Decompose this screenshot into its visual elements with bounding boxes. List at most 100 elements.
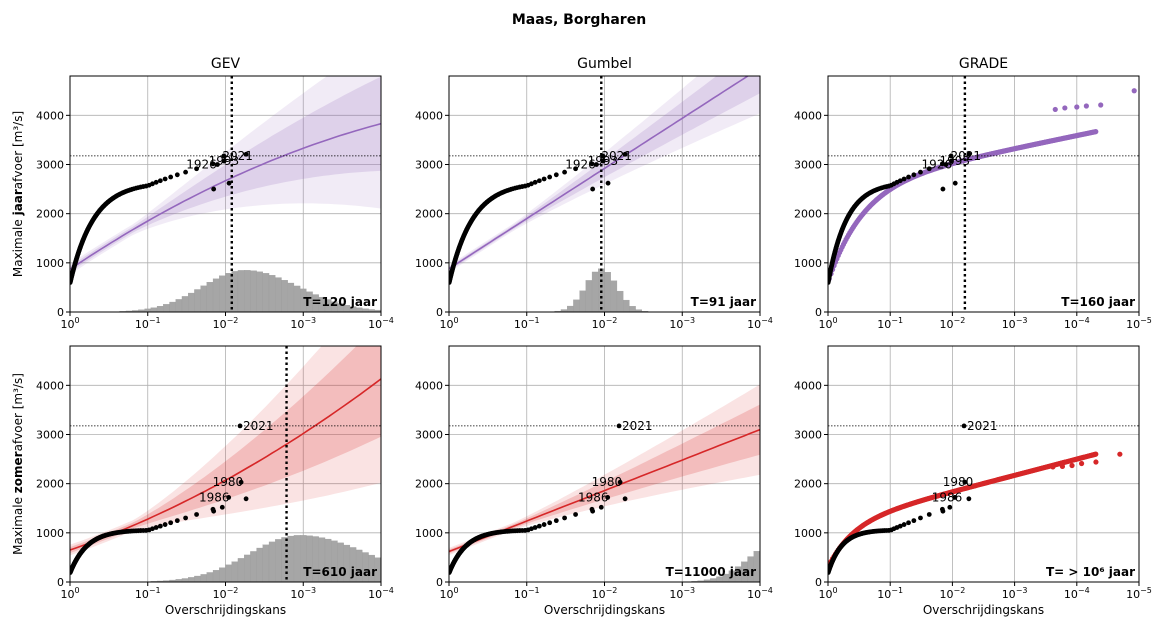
histogram-bar bbox=[194, 575, 201, 582]
x-tick-exponent: −4 bbox=[1078, 586, 1090, 595]
histogram-bar bbox=[268, 275, 276, 312]
annotation-label: 1980 bbox=[592, 475, 623, 489]
x-tick-exponent: −2 bbox=[606, 316, 618, 325]
observation-point bbox=[449, 570, 452, 575]
observation-point bbox=[553, 518, 559, 524]
observation-point bbox=[828, 570, 831, 575]
observation-point bbox=[541, 522, 547, 527]
observation-point bbox=[948, 158, 954, 164]
y-tick-label: 1000 bbox=[36, 527, 64, 540]
observation-point bbox=[174, 172, 180, 178]
observation-point bbox=[918, 515, 923, 521]
x-tick-label: 10−3 bbox=[1002, 586, 1028, 601]
y-tick-label: 3000 bbox=[415, 159, 443, 172]
y-tick-label: 0 bbox=[436, 306, 443, 319]
observation-point bbox=[153, 525, 159, 530]
x-tick-label: 10−4 bbox=[368, 316, 394, 331]
x-tick-label: 10−4 bbox=[368, 586, 394, 601]
histogram-bar bbox=[200, 285, 207, 312]
y-tick-label: 2000 bbox=[415, 208, 443, 221]
observation-point bbox=[590, 186, 596, 192]
x-tick-label: 10−1 bbox=[877, 586, 903, 601]
x-tick-exponent: −1 bbox=[528, 316, 540, 325]
histogram-bar bbox=[262, 273, 270, 312]
x-tick-label: 10−2 bbox=[213, 316, 239, 331]
observation-point bbox=[590, 508, 596, 514]
annotation-label: 2021 bbox=[601, 149, 632, 163]
x-tick-label: 10−4 bbox=[747, 586, 773, 601]
grade-point bbox=[1059, 463, 1066, 470]
annotation-label: 1980 bbox=[943, 475, 974, 489]
return-period-label: T=610 jaar bbox=[303, 565, 377, 579]
y-tick-label: 2000 bbox=[36, 478, 64, 491]
observation-point bbox=[617, 479, 623, 485]
observation-point bbox=[562, 169, 567, 175]
y-tick-label: 3000 bbox=[36, 159, 64, 172]
histogram-bar bbox=[244, 554, 251, 582]
x-axis-label: Overschrijdingskans bbox=[544, 603, 665, 617]
fit-line bbox=[449, 76, 750, 270]
ci-band-inner bbox=[70, 76, 381, 273]
x-tick-exponent: 0 bbox=[453, 586, 458, 595]
annotation-label: 1986 bbox=[932, 490, 963, 504]
y-axis-label: Maximale jaarafvoer [m³/s] bbox=[11, 111, 25, 277]
observation-point bbox=[911, 172, 917, 178]
x-tick-exponent: −2 bbox=[954, 316, 966, 325]
observation-point bbox=[952, 495, 958, 500]
histogram-bar bbox=[275, 277, 282, 312]
observation-point bbox=[562, 515, 567, 521]
histogram-bar bbox=[250, 270, 257, 312]
ci-band-outer bbox=[449, 76, 760, 273]
y-axis-label-part: afvoer [m³/s] bbox=[11, 111, 25, 189]
annotation-label: 1926 bbox=[565, 158, 596, 172]
x-tick-label: 10−4 bbox=[1064, 586, 1090, 601]
histogram-bar bbox=[237, 270, 245, 312]
histogram-bar bbox=[169, 301, 176, 312]
observation-point bbox=[541, 176, 547, 182]
x-tick-exponent: −2 bbox=[606, 586, 618, 595]
histogram-bar bbox=[268, 541, 276, 582]
y-tick-label: 0 bbox=[57, 306, 64, 319]
x-tick-exponent: −1 bbox=[528, 586, 540, 595]
histogram-bar bbox=[250, 551, 257, 582]
grade-point bbox=[1117, 451, 1123, 457]
y-tick-label: 4000 bbox=[36, 109, 64, 122]
annotation-label: 1986 bbox=[199, 490, 230, 504]
histogram-bar bbox=[287, 282, 295, 312]
x-tick-label: 10−1 bbox=[135, 316, 161, 331]
histogram-bar bbox=[287, 535, 295, 582]
observation-point bbox=[536, 178, 542, 184]
y-tick-label: 3000 bbox=[415, 429, 443, 442]
observation-point bbox=[901, 176, 907, 182]
x-tick-label: 100 bbox=[439, 316, 458, 331]
x-tick-label: 10−4 bbox=[1064, 316, 1090, 331]
observation-point bbox=[243, 496, 249, 502]
fit-line bbox=[70, 122, 381, 270]
observation-point bbox=[966, 151, 972, 157]
y-axis-label-bold: zomer bbox=[11, 451, 25, 493]
histogram-bar bbox=[212, 570, 220, 582]
x-tick-label: 100 bbox=[60, 586, 79, 601]
x-tick-exponent: −3 bbox=[683, 586, 695, 595]
grade-point bbox=[1083, 103, 1089, 109]
histogram-bar bbox=[206, 572, 214, 582]
observation-point bbox=[605, 495, 611, 500]
grade-point bbox=[1131, 88, 1137, 94]
histogram-bar bbox=[225, 564, 232, 582]
observation-point bbox=[616, 423, 622, 429]
observation-point bbox=[449, 280, 452, 285]
histogram-bar bbox=[156, 306, 164, 312]
observation-point bbox=[547, 174, 553, 180]
x-tick-exponent: −2 bbox=[227, 316, 239, 325]
observation-point bbox=[168, 520, 174, 526]
observation-point bbox=[157, 523, 163, 529]
observation-point bbox=[194, 512, 199, 517]
histogram-bar bbox=[175, 299, 183, 312]
annotation-label: 1980 bbox=[213, 475, 244, 489]
histogram-bar bbox=[219, 275, 226, 312]
observation-point bbox=[532, 179, 538, 185]
